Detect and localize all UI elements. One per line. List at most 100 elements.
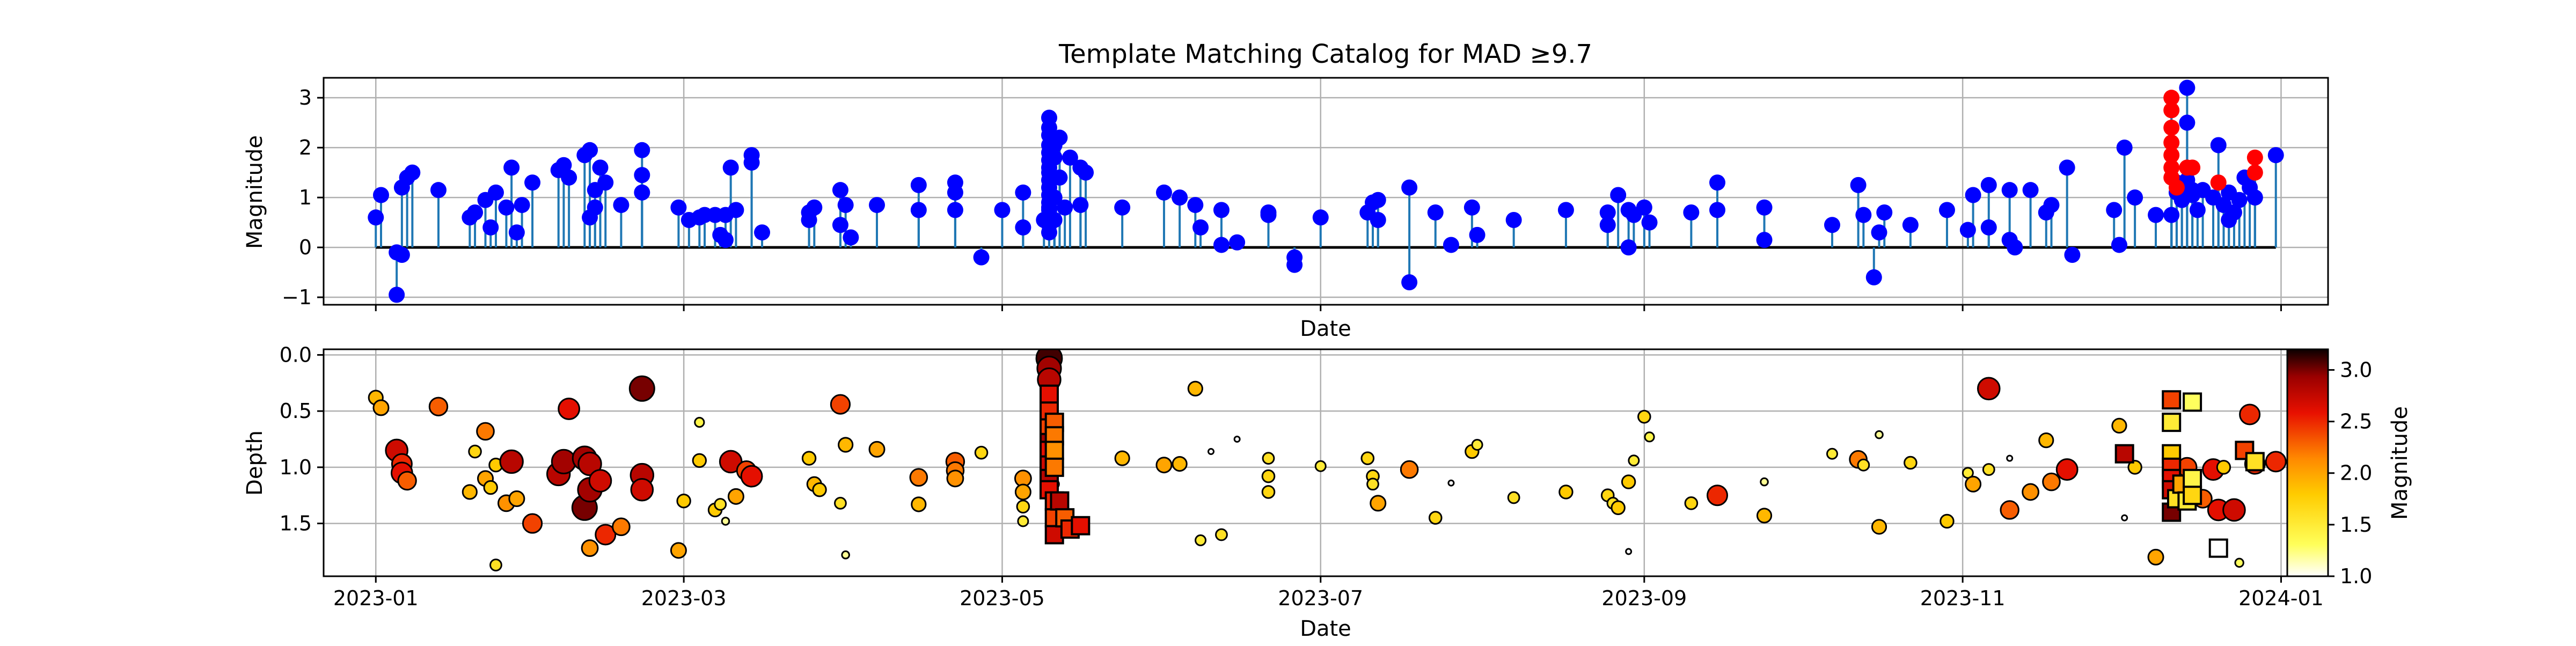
- stem-point: [2043, 197, 2060, 214]
- stem-point: [2267, 147, 2284, 164]
- depth-circle-marker: [740, 465, 763, 488]
- magnitude-x-ticks: [375, 305, 2282, 311]
- depth-circle-marker: [2216, 460, 2231, 475]
- colorbar-label: Magnitude: [2388, 406, 2412, 520]
- depth-circle-marker: [588, 469, 612, 493]
- stem-point: [2148, 207, 2164, 223]
- depth-circle-marker: [2006, 454, 2014, 462]
- stem-point-highlight: [2246, 164, 2263, 181]
- stem-point: [555, 157, 572, 173]
- stem-point: [582, 142, 598, 158]
- stem-point: [2001, 182, 2018, 199]
- stem-point: [843, 229, 859, 246]
- stem-point: [1756, 199, 1773, 216]
- depth-square-marker: [1071, 516, 1091, 535]
- depth-circle-marker: [911, 496, 927, 512]
- magnitude-x-axis-label: Date: [1300, 317, 1351, 341]
- depth-circle-marker: [1965, 475, 1982, 493]
- depth-circle-marker: [397, 471, 417, 491]
- stem-point: [728, 202, 744, 218]
- depth-circle-marker: [2055, 458, 2079, 481]
- stem-point: [1599, 217, 1616, 233]
- stem-point: [1938, 202, 1955, 218]
- stem-point: [404, 164, 421, 181]
- depth-circle-marker: [2239, 403, 2261, 425]
- stem-point: [1057, 199, 1073, 216]
- stem-point: [1172, 189, 1188, 206]
- depth-circle-marker: [692, 453, 707, 468]
- stem-point: [2111, 237, 2127, 253]
- stem-point: [910, 177, 927, 193]
- stem-point: [2231, 192, 2248, 208]
- stem-point: [1370, 192, 1386, 208]
- depth-circle-marker: [1644, 431, 1655, 443]
- stem-point-highlight: [2246, 149, 2263, 166]
- stem-point: [1015, 219, 1031, 236]
- depth-circle-marker: [1904, 456, 1918, 470]
- depth-square-marker: [2114, 444, 2134, 464]
- stem-point: [1051, 129, 1068, 146]
- stem-point-highlight: [2184, 159, 2201, 176]
- depth-circle-marker: [1611, 500, 1626, 515]
- depth-circle-marker: [801, 451, 817, 466]
- x-tick-label: 2023-01: [333, 586, 419, 610]
- x-tick-label: 2023-05: [960, 586, 1045, 610]
- depth-circle-marker: [1558, 484, 1574, 500]
- stem-point: [389, 287, 405, 303]
- depth-square-marker: [1050, 491, 1070, 511]
- depth-circle-marker: [1428, 511, 1443, 525]
- depth-circle-marker: [1400, 460, 1419, 479]
- stem-point: [837, 197, 854, 214]
- depth-circle-marker: [628, 375, 655, 402]
- x-tick-label: 2023-03: [641, 586, 727, 610]
- magnitude-y-axis-label: Magnitude: [243, 135, 267, 249]
- depth-circle-marker: [2121, 514, 2128, 522]
- depth-circle-marker: [428, 397, 449, 416]
- depth-square-marker: [2162, 413, 2182, 432]
- stem-point-highlight: [2163, 102, 2180, 119]
- depth-square-marker: [2183, 392, 2202, 412]
- depth-circle-marker: [830, 394, 851, 415]
- depth-circle-marker: [2042, 472, 2061, 491]
- stem-point: [1709, 174, 1725, 191]
- depth-circle-marker: [1360, 451, 1375, 465]
- stem-point: [372, 187, 389, 203]
- depth-y-ticks: 0.0 0.5 1.0 1.5: [280, 343, 324, 535]
- y-tick-label: 0: [299, 236, 312, 259]
- y-tick-label: 2: [299, 136, 312, 159]
- stem-point: [1902, 217, 1919, 233]
- depth-circle-marker: [974, 445, 989, 460]
- depth-circle-marker: [1977, 377, 2001, 401]
- depth-circle-marker: [1370, 495, 1387, 512]
- depth-circle-marker: [595, 524, 617, 546]
- stem-point: [1865, 269, 1882, 285]
- stem-point: [592, 159, 609, 176]
- stem-point: [503, 159, 520, 176]
- depth-circle-marker: [1233, 436, 1241, 443]
- stem-point: [1980, 219, 1997, 236]
- depth-circle-marker: [1760, 477, 1769, 487]
- depth-circle-marker: [462, 484, 478, 500]
- stem-point: [1599, 204, 1616, 221]
- depth-circle-marker: [1114, 450, 1130, 466]
- stem-point: [1062, 149, 1078, 166]
- stem-point-highlight: [2210, 174, 2227, 191]
- colorbar-ticks: 1.0 1.5 2.0 2.5 3.0: [2328, 358, 2372, 588]
- depth-circle-marker: [841, 550, 850, 560]
- magnitude-plot-area: [368, 79, 2284, 303]
- colorbar-tick-label: 1.5: [2340, 513, 2372, 537]
- stem-points: [368, 79, 2284, 303]
- stem-point: [2059, 159, 2075, 176]
- stem-point: [1980, 177, 1997, 193]
- stem-point: [498, 199, 515, 216]
- stem-point: [1636, 199, 1652, 216]
- depth-circle-marker: [1262, 452, 1275, 465]
- stem-point: [1965, 187, 1981, 203]
- depth-circle-marker: [727, 488, 744, 505]
- stem-point: [947, 184, 963, 201]
- depth-circle-marker: [1471, 438, 1483, 451]
- depth-circle-marker: [946, 469, 964, 488]
- colorbar-gradient: [2286, 348, 2329, 577]
- stem-point: [1114, 199, 1131, 216]
